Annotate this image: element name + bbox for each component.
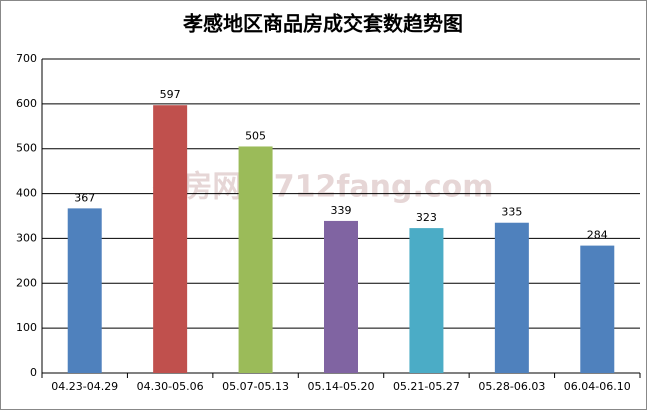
data-label: 335 [501,206,522,219]
data-label: 367 [74,191,95,204]
y-tick-label: 400 [16,187,37,200]
data-label: 505 [245,129,266,142]
x-tick-label: 04.23-04.29 [51,380,118,393]
y-tick-label: 0 [30,366,37,379]
bar [409,228,444,373]
data-label: 597 [160,88,181,101]
y-tick-label: 700 [16,52,37,65]
watermark: 孝房网 0712fang.com [152,170,493,205]
x-tick-label: 05.28-06.03 [478,380,545,393]
x-tick-label: 05.07-05.13 [222,380,289,393]
data-label: 339 [331,204,352,217]
x-tick-label: 06.04-06.10 [564,380,631,393]
bar [67,208,102,373]
y-tick-label: 500 [16,142,37,155]
bar [153,105,188,374]
x-tick-label: 05.14-05.20 [308,380,375,393]
x-tick-label: 05.21-05.27 [393,380,460,393]
bar [238,146,273,373]
bar [324,220,358,373]
x-tick-label: 04.30-05.06 [137,380,204,393]
data-label: 323 [416,211,437,224]
data-label: 284 [587,229,608,242]
bar [494,222,529,373]
chart-title: 孝感地区商品房成交套数趋势图 [182,12,463,36]
y-tick-label: 100 [16,321,37,334]
y-tick-label: 200 [16,276,37,289]
y-tick-label: 300 [16,231,37,244]
y-tick-label: 600 [16,97,37,110]
bar [580,245,615,373]
